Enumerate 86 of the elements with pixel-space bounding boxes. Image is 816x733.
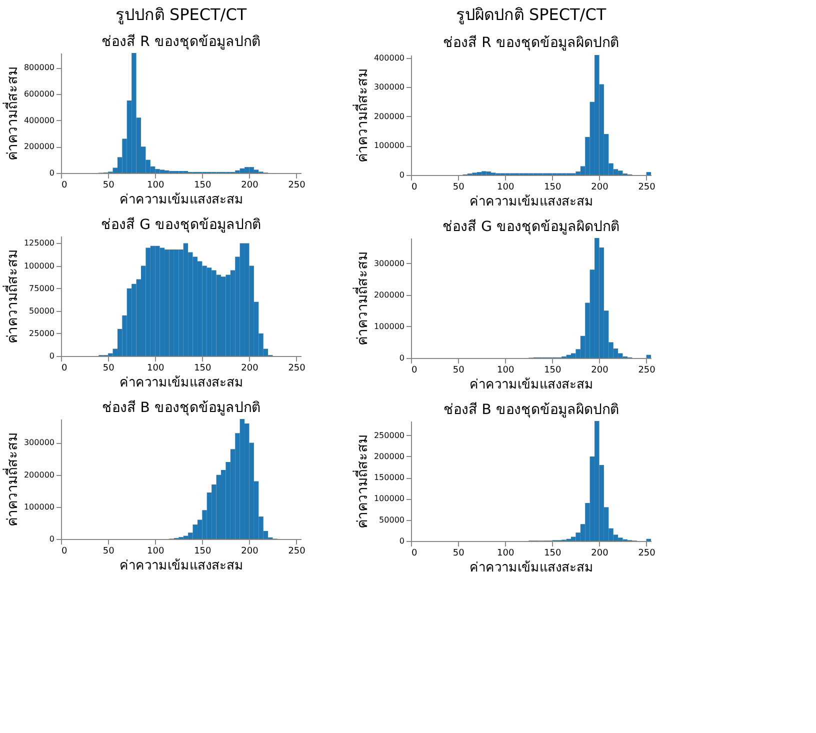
text: รูปปกติ SPECT/CT <box>115 5 247 25</box>
y-axis-title: ค่าความถี่สะสม <box>352 252 371 346</box>
y-tick-label: 0 <box>49 168 54 178</box>
y-tick-label: 0 <box>399 354 404 362</box>
y-axis-title: ค่าความถี่สะสม <box>352 68 371 162</box>
x-tick-label: 250 <box>288 364 306 374</box>
x-tick-label: 150 <box>194 546 212 556</box>
y-axis-title: ค่าความถี่สะสม <box>2 66 21 160</box>
chart-title: ช่องสี R ของชุดข้อมูลผิดปกติ <box>443 34 619 51</box>
chart-title: ช่องสี R ของชุดข้อมูลปกติ <box>102 34 260 50</box>
y-tick-label: 400000 <box>24 116 54 125</box>
x-tick-label: 250 <box>638 182 656 192</box>
y-tick-label: 600000 <box>24 89 54 98</box>
x-tick-label: 250 <box>288 180 306 190</box>
y-tick-label: 300000 <box>24 438 54 448</box>
x-axis-title: ค่าความเข้มแสงสะสม <box>120 192 244 208</box>
y-tick-label: 100000 <box>374 494 404 504</box>
y-tick-label: 75000 <box>29 284 54 293</box>
y-tick-label: 100000 <box>374 141 404 150</box>
x-tick-label: 200 <box>241 364 259 374</box>
y-tick-label: 200000 <box>374 112 404 121</box>
y-tick-label: 200000 <box>374 290 404 300</box>
x-axis-title: ค่าความเข้มแสงสะสม <box>120 376 244 390</box>
x-tick-label: 200 <box>241 546 259 556</box>
x-tick-label: 0 <box>412 182 418 192</box>
x-tick-label: 100 <box>497 548 514 558</box>
y-axis-title: ค่าความถี่สะสม <box>2 432 21 526</box>
x-tick-label: 150 <box>544 182 562 192</box>
chart-title: ช่องสี B ของชุดข้อมูลผิดปกติ <box>443 402 619 418</box>
x-tick-label: 0 <box>62 364 68 374</box>
x-tick-label: 0 <box>412 548 418 558</box>
x-tick-label: 0 <box>62 546 68 556</box>
y-tick-label: 300000 <box>374 82 404 92</box>
x-tick-label: 200 <box>241 180 259 190</box>
x-tick-label: 50 <box>102 180 115 190</box>
x-tick-label: 150 <box>544 548 562 558</box>
chart-title: ช่องสี G ของชุดข้อมูลปกติ <box>101 217 261 233</box>
y-tick-label: 25000 <box>29 328 54 338</box>
x-tick-label: 200 <box>591 182 609 192</box>
x-tick-label: 150 <box>194 364 212 374</box>
y-tick-label: 200000 <box>24 142 54 152</box>
y-tick-label: 100000 <box>374 322 404 331</box>
x-tick-label: 100 <box>147 180 164 190</box>
y-tick-label: 0 <box>49 534 54 544</box>
x-tick-label: 100 <box>147 546 164 556</box>
y-tick-label: 800000 <box>24 63 54 72</box>
y-tick-label: 50000 <box>379 515 404 524</box>
y-tick-label: 150000 <box>374 473 404 482</box>
y-tick-label: 300000 <box>374 258 404 268</box>
x-tick-label: 200 <box>591 366 609 376</box>
x-axis-title: ค่าความเข้มแสงสะสม <box>470 194 594 210</box>
x-axis-title: ค่าความเข้มแสงสะสม <box>470 378 594 392</box>
text: รูปผิดปกติ SPECT/CT <box>456 5 606 25</box>
chart-title: ช่องสี B ของชุดข้อมูลปกติ <box>102 400 260 416</box>
y-tick-label: 50000 <box>29 306 54 316</box>
x-axis-title: ค่าความเข้มแสงสะสม <box>470 560 594 576</box>
x-tick-label: 250 <box>288 546 306 556</box>
x-tick-label: 250 <box>638 366 656 376</box>
y-tick-label: 0 <box>399 170 404 180</box>
y-tick-label: 0 <box>399 536 404 546</box>
y-tick-label: 100000 <box>24 261 54 270</box>
y-tick-label: 125000 <box>24 238 54 248</box>
y-tick-label: 200000 <box>24 470 54 480</box>
x-tick-label: 0 <box>62 180 68 190</box>
x-tick-label: 100 <box>497 182 514 192</box>
x-tick-label: 0 <box>412 366 418 376</box>
y-tick-label: 100000 <box>24 502 54 512</box>
chart-title: ช่องสี G ของชุดข้อมูลผิดปกติ <box>442 219 620 235</box>
x-tick-label: 50 <box>452 548 465 558</box>
x-tick-label: 50 <box>452 182 465 192</box>
y-tick-label: 400000 <box>374 53 404 62</box>
x-tick-label: 50 <box>102 364 115 374</box>
y-tick-label: 200000 <box>374 452 404 461</box>
x-tick-label: 150 <box>194 180 212 190</box>
x-axis-title: ค่าความเข้มแสงสะสม <box>120 558 244 574</box>
y-tick-label: 250000 <box>374 430 404 440</box>
y-axis-title: ค่าความถี่สะสม <box>352 434 371 528</box>
x-tick-label: 100 <box>497 366 514 376</box>
x-tick-label: 200 <box>591 548 609 558</box>
x-tick-label: 50 <box>452 366 465 376</box>
x-tick-label: 250 <box>638 548 656 558</box>
x-tick-label: 50 <box>102 546 115 556</box>
y-axis-title: ค่าความถี่สะสม <box>2 250 21 344</box>
x-tick-label: 100 <box>147 364 164 374</box>
y-tick-label: 0 <box>49 352 54 360</box>
x-tick-label: 150 <box>544 366 562 376</box>
